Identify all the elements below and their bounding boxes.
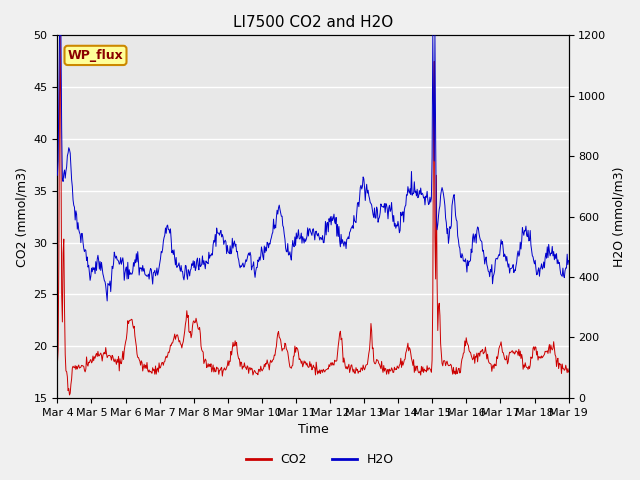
- Y-axis label: CO2 (mmol/m3): CO2 (mmol/m3): [15, 167, 28, 266]
- Y-axis label: H2O (mmol/m3): H2O (mmol/m3): [612, 167, 625, 267]
- Legend: CO2, H2O: CO2, H2O: [241, 448, 399, 471]
- Title: LI7500 CO2 and H2O: LI7500 CO2 and H2O: [233, 15, 393, 30]
- Text: WP_flux: WP_flux: [68, 49, 124, 62]
- X-axis label: Time: Time: [298, 423, 328, 436]
